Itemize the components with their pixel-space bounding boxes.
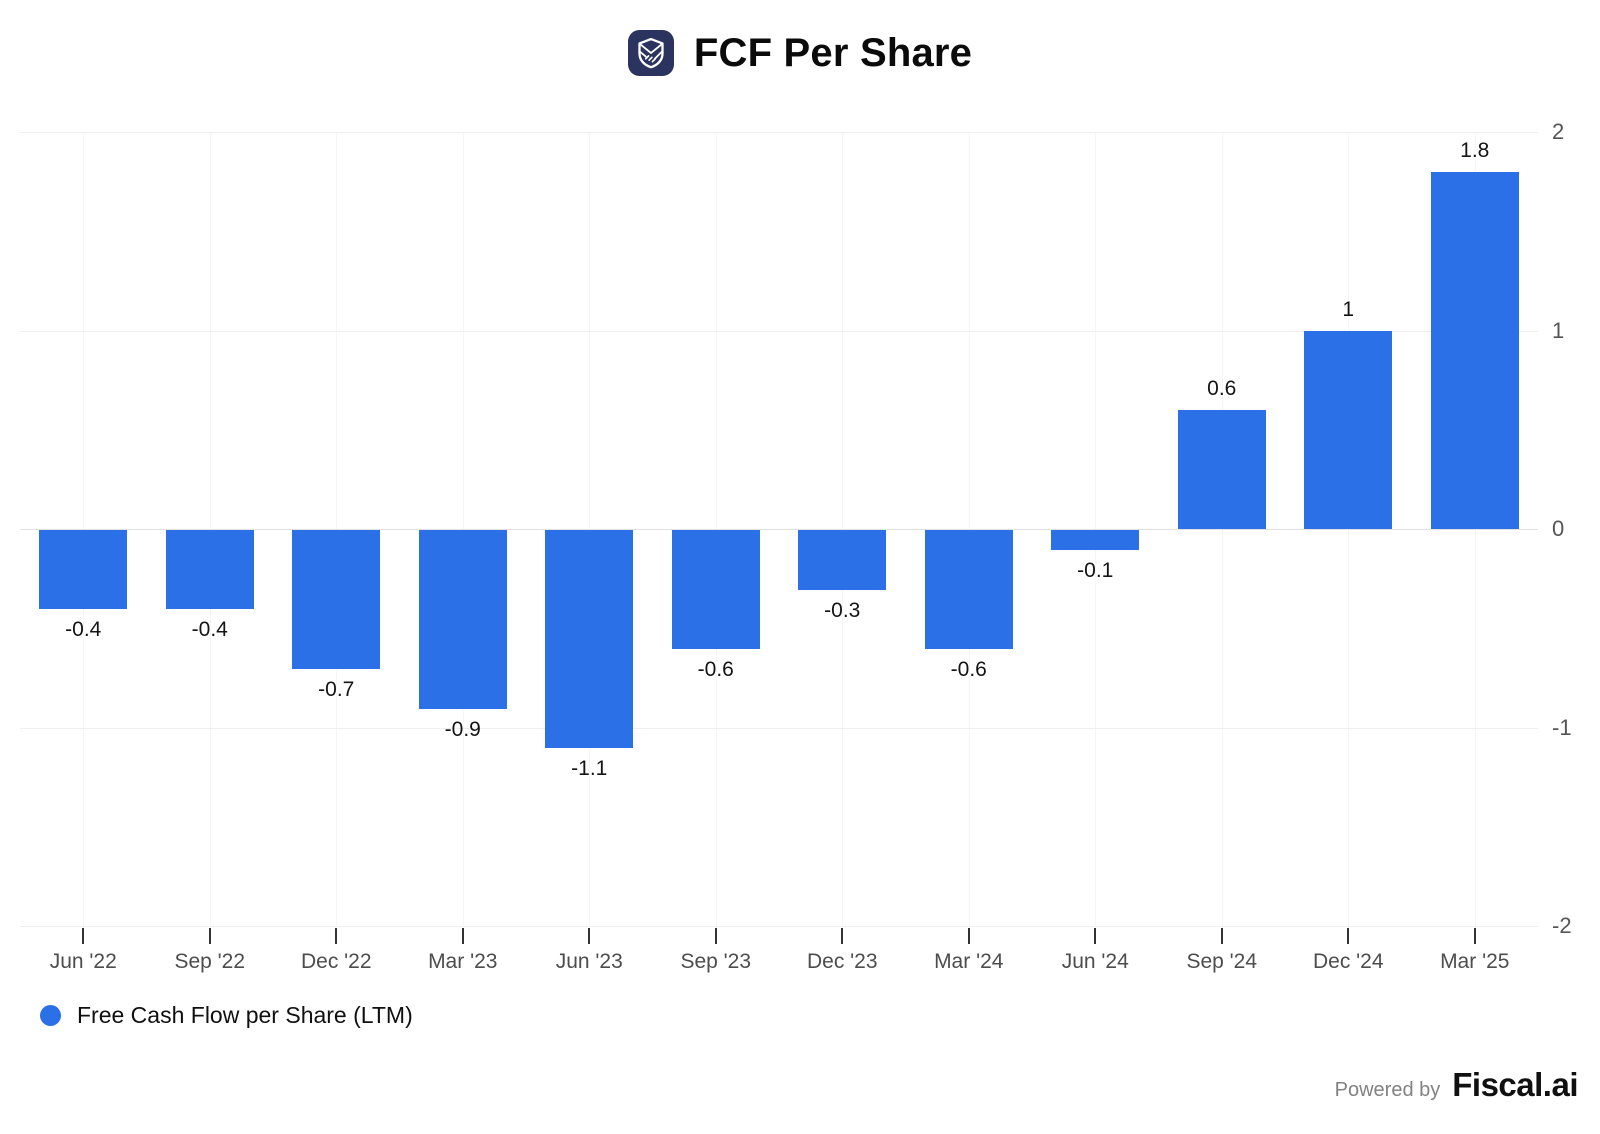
bar-value-label: -0.6 xyxy=(950,658,987,682)
legend[interactable]: Free Cash Flow per Share (LTM) xyxy=(40,1002,413,1029)
bar-value-label: -0.9 xyxy=(444,717,481,741)
x-axis-tick xyxy=(335,928,338,944)
horizontal-gridline xyxy=(20,330,1538,332)
x-axis-tick-label: Jun '22 xyxy=(49,950,117,973)
x-axis-tick xyxy=(967,928,970,944)
bar-jun-24[interactable] xyxy=(1051,530,1140,550)
footer-attribution: Powered by Fiscal.ai xyxy=(1334,1066,1579,1104)
bar-value-label: 0.6 xyxy=(1207,376,1237,400)
y-axis-tick-label: -2 xyxy=(1552,913,1572,938)
bar-dec-23[interactable] xyxy=(798,530,887,590)
horizontal-gridline xyxy=(20,727,1538,729)
legend-series-label: Free Cash Flow per Share (LTM) xyxy=(77,1002,413,1028)
bar-dec-22[interactable] xyxy=(292,530,381,669)
y-axis-tick-label: -1 xyxy=(1552,714,1572,740)
x-axis-tick-label: Sep '23 xyxy=(680,950,752,973)
legend-series-dot-icon xyxy=(40,1005,61,1026)
bar-dec-24[interactable] xyxy=(1304,330,1393,529)
x-axis-tick-label: Dec '22 xyxy=(300,950,372,973)
x-axis-tick-label: Mar '24 xyxy=(934,950,1004,973)
horizontal-gridline xyxy=(20,926,1538,927)
x-axis-tick xyxy=(1220,928,1223,944)
x-axis-tick-label: Dec '24 xyxy=(1312,950,1384,973)
bar-mar-23[interactable] xyxy=(418,530,507,709)
x-axis-tick xyxy=(588,928,591,944)
bar-jun-23[interactable] xyxy=(545,530,634,749)
x-axis-tick-label: Dec '23 xyxy=(806,950,878,973)
x-axis-tick-label: Jun '24 xyxy=(1061,950,1129,973)
bar-mar-24[interactable] xyxy=(924,530,1013,650)
x-axis-tick-label: Mar '23 xyxy=(428,950,498,973)
horizontal-gridline xyxy=(20,132,1538,133)
bar-value-label: 1.8 xyxy=(1460,138,1490,162)
bar-value-label: -0.6 xyxy=(697,658,734,682)
bar-value-label: -0.3 xyxy=(824,598,861,622)
x-axis-tick xyxy=(841,928,844,944)
bar-value-label: 1 xyxy=(1342,297,1355,321)
page-title: FCF Per Share xyxy=(693,30,973,75)
zero-gridline xyxy=(20,529,1538,530)
x-axis-tick xyxy=(714,928,717,944)
bar-mar-25[interactable] xyxy=(1430,171,1519,529)
bar-value-label: -0.4 xyxy=(191,618,228,642)
x-axis-tick xyxy=(82,928,85,944)
x-axis-tick xyxy=(1473,928,1476,944)
y-axis-tick-label: 0 xyxy=(1552,516,1565,541)
powered-by-text: Powered by xyxy=(1334,1079,1441,1101)
fiscal-shield-handshake-icon xyxy=(627,30,674,76)
y-axis-tick-label: 2 xyxy=(1552,119,1565,144)
x-axis-tick xyxy=(1094,928,1097,944)
bar-sep-22[interactable] xyxy=(165,530,254,610)
x-axis-tick-label: Jun '23 xyxy=(555,950,623,973)
fiscal-ai-brand[interactable]: Fiscal.ai xyxy=(1452,1066,1578,1103)
x-axis-tick xyxy=(1347,928,1350,944)
x-axis-tick-label: Sep '22 xyxy=(174,950,246,973)
x-axis-tick-label: Sep '24 xyxy=(1186,950,1258,973)
bar-sep-24[interactable] xyxy=(1177,409,1266,529)
chart-header: FCF Per Share xyxy=(0,30,1600,76)
y-axis-tick-label: 1 xyxy=(1552,317,1565,343)
bar-jun-22[interactable] xyxy=(39,530,128,610)
x-axis-tick xyxy=(208,928,211,944)
bar-value-label: -0.4 xyxy=(65,618,102,642)
bar-value-label: -1.1 xyxy=(571,757,608,781)
bar-value-label: -0.1 xyxy=(1077,558,1114,582)
x-axis-tick xyxy=(461,928,464,944)
x-axis-tick-label: Mar '25 xyxy=(1440,950,1510,973)
bar-value-label: -0.7 xyxy=(318,677,355,701)
bar-sep-23[interactable] xyxy=(671,530,760,650)
